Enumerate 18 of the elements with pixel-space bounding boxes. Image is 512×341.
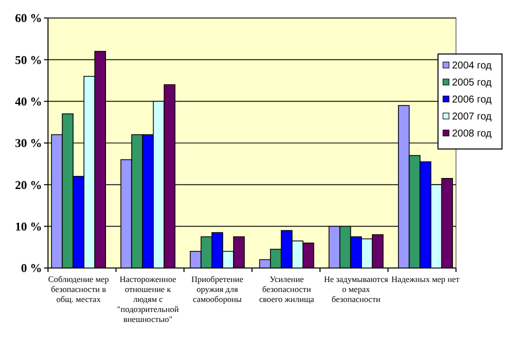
y-tick-label: 40 % [15, 94, 42, 109]
y-tick-label: 20 % [15, 178, 42, 192]
y-tick-label: 0 % [21, 261, 42, 276]
legend-label: 2006 год [452, 94, 492, 106]
y-tick-label: 30 % [15, 136, 42, 150]
x-tick-label: Настороженное отношение к людям с "подозрительной внешностью" [117, 274, 180, 324]
x-tick-label: Надежных мер нет [391, 274, 460, 284]
x-tick-label: Приобретение оружия для самообороны [191, 274, 244, 304]
x-tick-label: Усиление безопасности своего жилища [259, 274, 314, 304]
y-tick-label: 10 % [15, 220, 42, 234]
legend-label: 2005 год [452, 78, 492, 88]
y-tick-label: 50 % [15, 52, 42, 67]
legend-label: 2007 год [452, 112, 492, 122]
legend-label: 2008 год [452, 128, 492, 140]
x-tick-label: Не задумываются о мерах безопасности [324, 274, 388, 304]
x-tick-label: Соблюдение мер безопасности в общ. местах [48, 274, 109, 304]
legend-label: 2004 год [452, 60, 492, 72]
y-tick-label: 60 % [15, 11, 42, 26]
